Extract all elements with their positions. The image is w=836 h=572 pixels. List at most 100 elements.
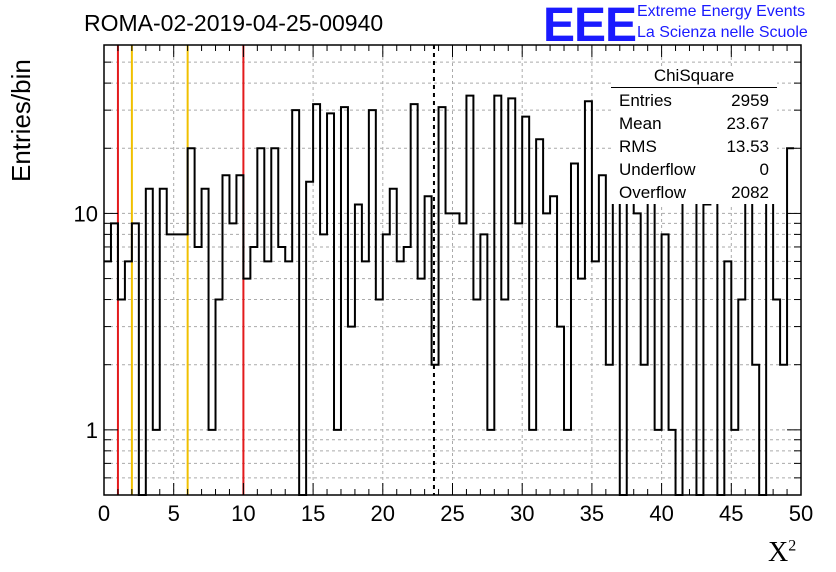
- histogram-bin: [439, 107, 446, 495]
- histogram-bin: [773, 300, 780, 495]
- histogram-bin: [292, 110, 299, 495]
- histogram-bin: [550, 196, 557, 495]
- stats-label: Overflow: [619, 183, 687, 202]
- histogram-bin: [738, 300, 745, 495]
- histogram-bin: [453, 213, 460, 495]
- x-tick-label: 45: [719, 501, 743, 526]
- histogram-bin: [564, 430, 571, 495]
- histogram-bin: [655, 430, 662, 495]
- x-tick-label: 0: [98, 501, 110, 526]
- x-axis-label-base: X: [768, 537, 789, 568]
- histogram-bin: [585, 101, 592, 495]
- histogram-bin: [278, 247, 285, 495]
- histogram-bin: [606, 365, 613, 495]
- x-tick-label: 20: [371, 501, 395, 526]
- histogram-bin: [446, 213, 453, 495]
- histogram-bin: [425, 196, 432, 495]
- stats-label: RMS: [619, 137, 657, 156]
- histogram-bin: [418, 279, 425, 495]
- histogram-bin: [313, 104, 320, 495]
- axis-ticks: 0 5 10 15 20 25 30 35 40 45 50 1 10: [74, 45, 813, 526]
- x-tick-label: 40: [649, 501, 673, 526]
- stats-label: Mean: [619, 114, 662, 133]
- histogram-bin: [557, 327, 564, 495]
- stats-row-underflow: Underflow 0: [611, 158, 777, 181]
- histogram-bin: [599, 175, 606, 495]
- histogram-bin: [710, 196, 717, 495]
- histogram-bin: [181, 234, 188, 495]
- histogram-bin: [153, 430, 160, 495]
- histogram-bin: [752, 365, 759, 495]
- histogram-bin: [229, 223, 236, 495]
- histogram-bin: [411, 104, 418, 495]
- x-tick-label: 50: [789, 501, 813, 526]
- histogram-bin: [432, 365, 439, 495]
- histogram-bin: [459, 223, 466, 495]
- histogram-bin: [174, 234, 181, 495]
- stats-value: 0: [759, 160, 769, 179]
- histogram-bin: [487, 430, 494, 495]
- histogram-bin: [250, 247, 257, 495]
- histogram-bin: [536, 139, 543, 495]
- stats-title: ChiSquare: [611, 66, 777, 88]
- histogram-bin: [578, 279, 585, 495]
- histogram-bin: [724, 261, 731, 495]
- logo-line-1: Extreme Energy Events: [637, 3, 806, 20]
- logo-line-2: La Scienza nelle Scuole: [637, 24, 808, 41]
- chart-title: ROMA-02-2019-04-25-00940: [84, 10, 384, 36]
- histogram-bin: [634, 213, 641, 495]
- histogram-bin: [271, 148, 278, 495]
- histogram-bin: [780, 365, 787, 495]
- histogram-bin: [160, 189, 167, 495]
- x-axis-label: X2: [768, 537, 796, 569]
- histogram-bin: [766, 182, 773, 495]
- histogram-bin: [627, 182, 634, 495]
- stats-box: ChiSquare Entries 2959 Mean 23.67 RMS 13.53…: [611, 66, 777, 204]
- histogram-bin: [522, 117, 529, 495]
- histogram-bin: [362, 261, 369, 495]
- stats-label: Entries: [619, 91, 672, 110]
- histogram-bin: [104, 261, 111, 495]
- histogram-bin: [146, 189, 153, 495]
- histogram-bin: [125, 261, 132, 495]
- histogram-bin: [111, 223, 118, 495]
- histogram-bin: [473, 300, 480, 495]
- x-axis-label-sup: 2: [788, 537, 797, 555]
- histogram-bin: [731, 430, 738, 495]
- histogram-bin: [222, 175, 229, 495]
- histogram-bin: [167, 234, 174, 495]
- histogram-bin: [571, 164, 578, 495]
- histogram-bin: [390, 189, 397, 495]
- histogram-bin: [641, 365, 648, 495]
- stats-value: 2959: [731, 91, 769, 110]
- histogram-bin: [334, 430, 341, 495]
- stats-value: 23.67: [726, 114, 769, 133]
- histogram-bin: [662, 234, 669, 495]
- x-tick-label: 35: [580, 501, 604, 526]
- histogram-bin: [209, 430, 216, 495]
- histogram-bin: [118, 300, 125, 495]
- eee-logo: EEE: [543, 0, 637, 52]
- histogram-bin: [216, 300, 223, 495]
- histogram-bin: [188, 148, 195, 495]
- histogram-bin: [285, 261, 292, 495]
- histogram-bin: [404, 247, 411, 495]
- stats-row-entries: Entries 2959: [611, 89, 777, 112]
- histogram-bin: [494, 96, 501, 495]
- histogram-bin: [508, 98, 515, 495]
- histogram-bin: [306, 182, 313, 495]
- histogram-bin: [264, 261, 271, 495]
- histogram-bin: [257, 148, 264, 495]
- x-tick-label: 10: [231, 501, 255, 526]
- histogram-bin: [480, 234, 487, 495]
- histogram-bin: [703, 204, 710, 495]
- histogram-bin: [320, 234, 327, 495]
- histogram-bin: [592, 261, 599, 495]
- histogram-bin: [543, 213, 550, 495]
- histogram-bin: [501, 300, 508, 495]
- stats-value: 2082: [731, 183, 769, 202]
- histogram-bin: [195, 247, 202, 495]
- x-tick-label: 5: [168, 501, 180, 526]
- histogram-bin: [341, 107, 348, 495]
